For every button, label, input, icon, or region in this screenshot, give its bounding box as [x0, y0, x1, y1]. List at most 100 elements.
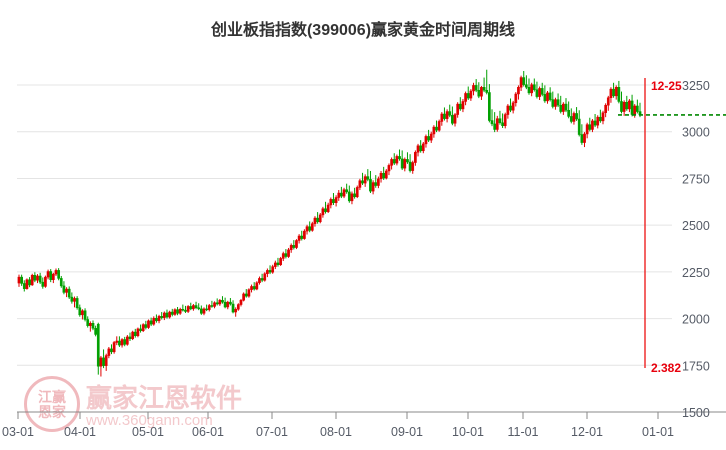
candle-body — [231, 303, 235, 313]
candle-body — [540, 88, 544, 95]
candle-body — [599, 116, 602, 122]
candle-body — [614, 87, 618, 97]
candle-body — [313, 217, 317, 224]
candle-body — [210, 305, 214, 307]
candle-body — [577, 118, 581, 135]
x-tick-label: 04-01 — [64, 425, 96, 439]
candle-body — [221, 300, 224, 303]
candle-body — [213, 302, 216, 307]
candle-body — [96, 323, 100, 367]
candle-body — [414, 152, 417, 163]
candle-body — [38, 275, 42, 283]
candle-body — [49, 271, 53, 280]
candle-body — [358, 180, 362, 188]
candle-body — [234, 308, 238, 313]
candle-body — [609, 88, 613, 98]
candle-body — [472, 85, 475, 92]
candle-body — [289, 245, 293, 251]
x-tick-label: 03-01 — [2, 425, 34, 439]
candle-body — [606, 97, 610, 106]
candle-body — [226, 301, 230, 308]
candle-body — [20, 276, 23, 284]
candle-body — [543, 94, 547, 102]
candle-body — [197, 307, 201, 310]
y-tick-label: 3250 — [682, 79, 710, 93]
candle-body — [572, 113, 576, 122]
x-tick-label: 05-01 — [132, 425, 164, 439]
candle-body — [604, 104, 607, 113]
candle-body — [633, 105, 637, 115]
y-tick-label: 2750 — [682, 172, 710, 186]
y-tick-label: 2000 — [682, 313, 710, 327]
candle-body — [583, 133, 586, 143]
candle-body — [429, 133, 433, 141]
candle-body — [173, 309, 177, 315]
candle-body — [46, 271, 50, 278]
candle-body — [263, 273, 267, 281]
candle-body — [120, 339, 124, 346]
candle-body — [480, 87, 483, 97]
candle-body — [347, 191, 351, 202]
candle-body — [279, 258, 282, 266]
candle-body — [464, 93, 467, 102]
candle-body — [303, 230, 306, 239]
candle-body — [88, 323, 92, 326]
candle-body — [168, 311, 171, 318]
candle-body — [52, 273, 55, 280]
y-tick-label: 1750 — [682, 359, 710, 373]
candle-body — [112, 342, 116, 353]
candle-body — [83, 310, 87, 320]
candle-body — [519, 77, 523, 88]
candle-body — [25, 279, 29, 289]
candle-body — [144, 324, 148, 328]
candle-body — [332, 199, 335, 203]
candle-body — [403, 159, 407, 169]
candle-body — [554, 99, 557, 107]
candle-body — [136, 328, 140, 337]
chart-annotations: 12-25 2.382 — [651, 79, 682, 375]
candle-body — [440, 113, 444, 122]
candle-body — [176, 309, 179, 314]
candle-body — [377, 178, 380, 186]
candle-body — [62, 285, 66, 293]
candle-body — [284, 253, 288, 257]
candle-body — [371, 182, 375, 192]
candle-body — [337, 192, 341, 198]
candle-body — [525, 84, 528, 88]
candle-body — [527, 87, 531, 94]
candle-body — [59, 278, 63, 287]
candle-body — [324, 208, 327, 212]
candle-body — [485, 90, 489, 93]
candle-body — [287, 249, 290, 257]
candle-body — [443, 113, 446, 119]
candle-body — [390, 159, 393, 166]
candle-body — [194, 305, 198, 308]
candle-body — [107, 348, 111, 356]
candle-body — [562, 103, 565, 112]
axis-lines — [17, 411, 726, 419]
candle-body — [54, 270, 58, 275]
candle-body — [155, 317, 158, 322]
candle-body — [511, 102, 515, 111]
candle-body — [102, 357, 105, 366]
candle-body — [382, 172, 386, 179]
candle-body — [192, 305, 195, 310]
candle-body — [630, 100, 634, 115]
candle-body — [506, 105, 510, 115]
candle-body — [99, 357, 103, 367]
candle-body — [411, 162, 415, 171]
candle-body — [350, 193, 354, 202]
candle-body — [622, 101, 626, 112]
candle-body — [432, 126, 436, 135]
gridlines — [17, 84, 672, 413]
candle-body — [456, 103, 460, 115]
candle-body — [295, 240, 298, 248]
candle-body — [202, 308, 206, 314]
candle-body — [406, 159, 409, 163]
candle-body — [538, 88, 541, 97]
candle-body — [392, 159, 396, 164]
candle-body — [81, 310, 84, 316]
x-tick-label: 12-01 — [571, 425, 603, 439]
candle-body — [628, 100, 631, 110]
